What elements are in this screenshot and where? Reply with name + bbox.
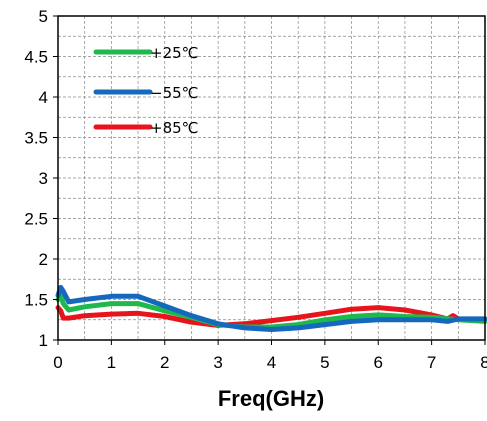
x-axis-label: Freq(GHz) [218, 386, 324, 411]
legend: +25℃ −55℃ +85℃ [93, 44, 199, 137]
axis-ticks: 0 1 2 3 4 5 6 7 811.522.533.544.55 [24, 7, 487, 372]
y-tick-label: 3.5 [24, 129, 48, 148]
x-tick-label: 8 [480, 353, 487, 372]
y-tick-label: 2 [39, 250, 48, 269]
legend-label-1: −55℃ [150, 84, 199, 102]
x-tick-label: 5 [320, 353, 329, 372]
y-tick-label: 1 [39, 331, 48, 350]
y-tick-label: 4.5 [24, 48, 48, 67]
x-tick-label: 3 [213, 353, 222, 372]
x-tick-label: 4 [267, 353, 276, 372]
grid-lines [58, 16, 485, 340]
y-tick-label: 4 [39, 88, 48, 107]
series-line-1 [55, 284, 487, 332]
legend-label-2: +85℃ [150, 119, 199, 137]
y-tick-label: 5 [39, 7, 48, 26]
x-tick-label: 1 [107, 353, 116, 372]
x-tick-label: 2 [160, 353, 169, 372]
legend-label-0: +25℃ [150, 44, 199, 62]
x-tick-label: 0 [53, 353, 62, 372]
x-tick-label: 6 [374, 353, 383, 372]
x-tick-label: 7 [427, 353, 436, 372]
y-tick-label: 1.5 [24, 291, 48, 310]
y-tick-label: 2.5 [24, 210, 48, 229]
series-lines [55, 284, 487, 332]
y-tick-label: 3 [39, 169, 48, 188]
